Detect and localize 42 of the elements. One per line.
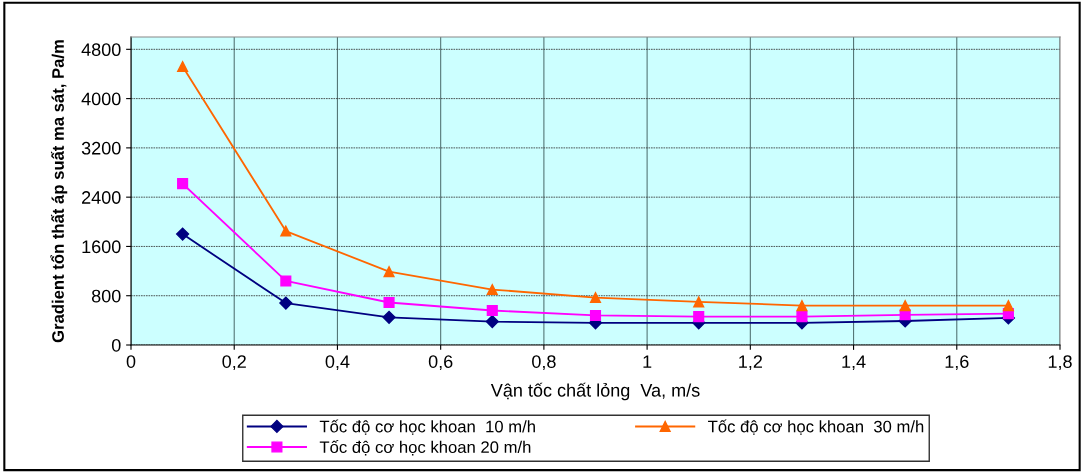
x-tick-label: 0,6 bbox=[428, 355, 453, 371]
point bbox=[796, 300, 808, 312]
point bbox=[899, 300, 911, 312]
legend-label: Tốc độ cơ học khoan 10 m/h bbox=[319, 419, 535, 435]
point bbox=[177, 61, 189, 73]
x-tick-label: 1,4 bbox=[842, 355, 866, 371]
point bbox=[177, 178, 189, 190]
point bbox=[176, 227, 190, 241]
x-tick-label: 0 bbox=[126, 355, 136, 368]
point bbox=[279, 296, 293, 310]
point bbox=[486, 304, 498, 317]
y-axis-title: Gradient tổn thất áp suất ma sát, Pa/m bbox=[50, 40, 68, 343]
y-tick-label: 4000 bbox=[81, 92, 121, 106]
point bbox=[693, 296, 705, 308]
point bbox=[693, 311, 705, 323]
point bbox=[383, 296, 395, 309]
point bbox=[280, 225, 292, 237]
y-tick-label: 0 bbox=[111, 338, 121, 352]
legend-label: Tốc độ cơ học khoan 20 m/h bbox=[319, 440, 531, 456]
legend-label: Tốc độ cơ học khoan 30 m/h bbox=[708, 419, 924, 435]
point bbox=[486, 284, 498, 296]
x-tick-label: 1,8 bbox=[1048, 355, 1072, 371]
point bbox=[589, 292, 602, 304]
y-tick-label: 4800 bbox=[81, 43, 121, 57]
point bbox=[383, 266, 395, 278]
point bbox=[589, 309, 602, 321]
y-tick-label: 1600 bbox=[82, 240, 121, 254]
point bbox=[280, 275, 292, 287]
x-axis-title: Vận tốc chất lỏng Va, m/s bbox=[490, 382, 700, 401]
x-tick-label: 1,2 bbox=[739, 355, 762, 371]
point bbox=[796, 311, 808, 323]
y-tick-label: 3200 bbox=[81, 141, 121, 155]
x-tick-label: 1 bbox=[643, 355, 652, 368]
x-tick-label: 0,8 bbox=[532, 355, 556, 371]
point bbox=[485, 315, 499, 329]
y-tick-label: 2400 bbox=[82, 191, 121, 204]
point bbox=[1002, 300, 1014, 312]
x-tick-label: 1,6 bbox=[945, 355, 969, 371]
point bbox=[382, 310, 396, 324]
x-tick-label: 0,2 bbox=[222, 355, 246, 371]
x-tick-label: 0,4 bbox=[325, 355, 350, 371]
y-tick-label: 800 bbox=[91, 289, 121, 303]
